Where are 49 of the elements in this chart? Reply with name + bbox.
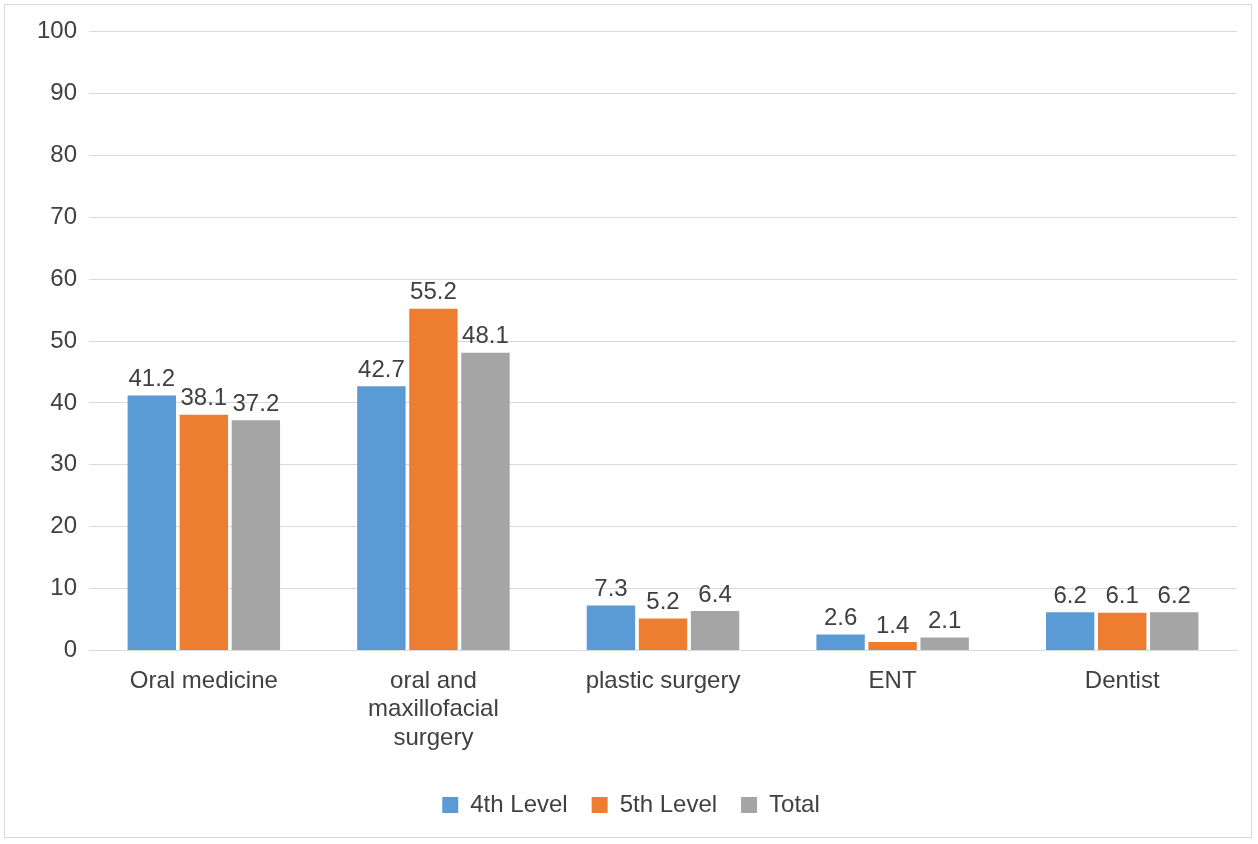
data-label: 6.4 [698,579,732,607]
bar [409,308,458,651]
data-label: 2.1 [927,606,962,634]
bar [1098,612,1147,651]
y-tick-label: 90 [50,77,78,105]
bar [1045,612,1095,651]
data-label: 48.1 [462,321,509,349]
data-label: 41.2 [128,364,176,392]
x-tick-label: oral and maxillofacial surgery [368,665,499,751]
bar [231,420,281,651]
y-tick-label: 30 [50,449,78,477]
x-tick-label: ENT [868,665,917,693]
bar [586,605,636,651]
y-tick-label: 0 [63,635,78,663]
y-tick-label: 100 [37,16,78,44]
bar [920,637,969,651]
legend-label: Total [769,789,820,817]
bar [461,352,510,651]
legend-label: 4th Level [470,789,568,817]
bar [1150,612,1199,651]
bar [127,395,176,651]
data-label: 42.7 [358,354,405,382]
y-tick-label: 60 [50,263,78,291]
data-label: 37.2 [232,388,280,416]
legend-label: 5th Level [619,789,718,817]
data-label: 1.4 [875,610,910,638]
data-label: 7.3 [594,574,628,602]
bar [690,610,740,651]
data-label: 2.6 [823,603,858,631]
bar [816,634,865,651]
y-tick-label: 20 [50,511,78,539]
y-tick-label: 70 [50,201,78,229]
data-label: 6.2 [1053,580,1087,608]
data-label: 38.1 [180,383,228,411]
x-tick-label: Oral medicine [129,665,278,693]
bar [868,641,917,651]
data-label: 6.2 [1157,580,1191,608]
bar [638,618,688,651]
bar [357,386,406,651]
y-tick-label: 50 [50,325,78,353]
y-tick-label: 40 [50,387,78,415]
data-label: 6.1 [1105,581,1139,609]
x-tick-label: plastic surgery [585,665,741,693]
x-tick-label: Dentist [1084,665,1160,693]
data-label: 5.2 [646,587,680,615]
y-tick-label: 10 [50,573,78,601]
data-label: 55.2 [410,277,457,305]
y-tick-label: 80 [50,139,78,167]
bar [179,414,229,651]
